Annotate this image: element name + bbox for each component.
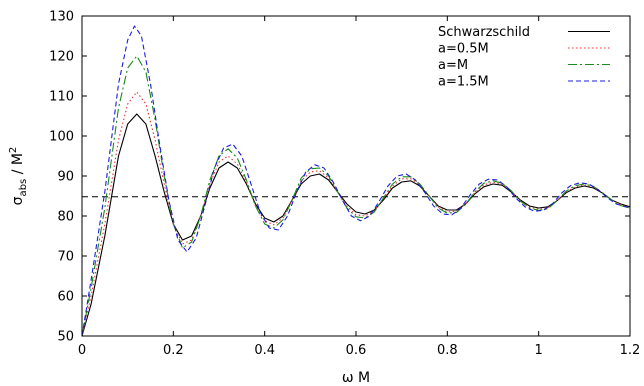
legend-label-1: a=0.5M: [438, 42, 489, 57]
y-tick-label: 100: [49, 130, 74, 145]
legend: Schwarzschild a=0.5Ma=M a=1.5M: [438, 25, 610, 90]
plot-area: [81, 15, 631, 337]
y-label-rest: / M: [10, 153, 26, 179]
y-tick-label: 60: [57, 290, 74, 305]
x-tick-label: 1: [535, 343, 543, 358]
y-label-base: σ: [10, 196, 26, 205]
y-axis-ticks: 50 60 70 80 90 100 110 120 130: [49, 10, 630, 345]
y-tick-label: 120: [49, 50, 74, 65]
y-tick-label: 70: [57, 250, 74, 265]
x-tick-label: 0.2: [163, 343, 184, 358]
x-axis-ticks: 0 0.2 0.4 0.6 0.8 1 1.2: [78, 16, 640, 358]
x-axis-label: ω M: [342, 370, 370, 386]
y-tick-label: 90: [57, 170, 74, 185]
series-line-1: [81, 91, 631, 337]
legend-label-2: a=M: [438, 58, 468, 73]
series-layer: [81, 25, 631, 337]
y-tick-label: 130: [49, 10, 74, 25]
y-tick-label: 110: [49, 90, 74, 105]
series-line-2: [81, 55, 631, 337]
x-tick-label: 0.6: [346, 343, 367, 358]
series-line-3: [81, 25, 631, 337]
x-tick-label: 0.4: [254, 343, 275, 358]
y-tick-label: 50: [57, 330, 74, 345]
x-tick-label: 0: [78, 343, 86, 358]
y-tick-label: 80: [57, 210, 74, 225]
x-tick-label: 0.8: [437, 343, 458, 358]
y-label-subscript: abs: [18, 179, 29, 197]
legend-label-3: a=1.5M: [438, 75, 489, 90]
y-axis-label: σabs / M2: [8, 147, 29, 206]
x-tick-label: 1.2: [620, 343, 641, 358]
y-label-superscript: 2: [8, 147, 19, 153]
series-line-0: [81, 113, 631, 337]
legend-label-0: Schwarzschild: [438, 25, 530, 40]
